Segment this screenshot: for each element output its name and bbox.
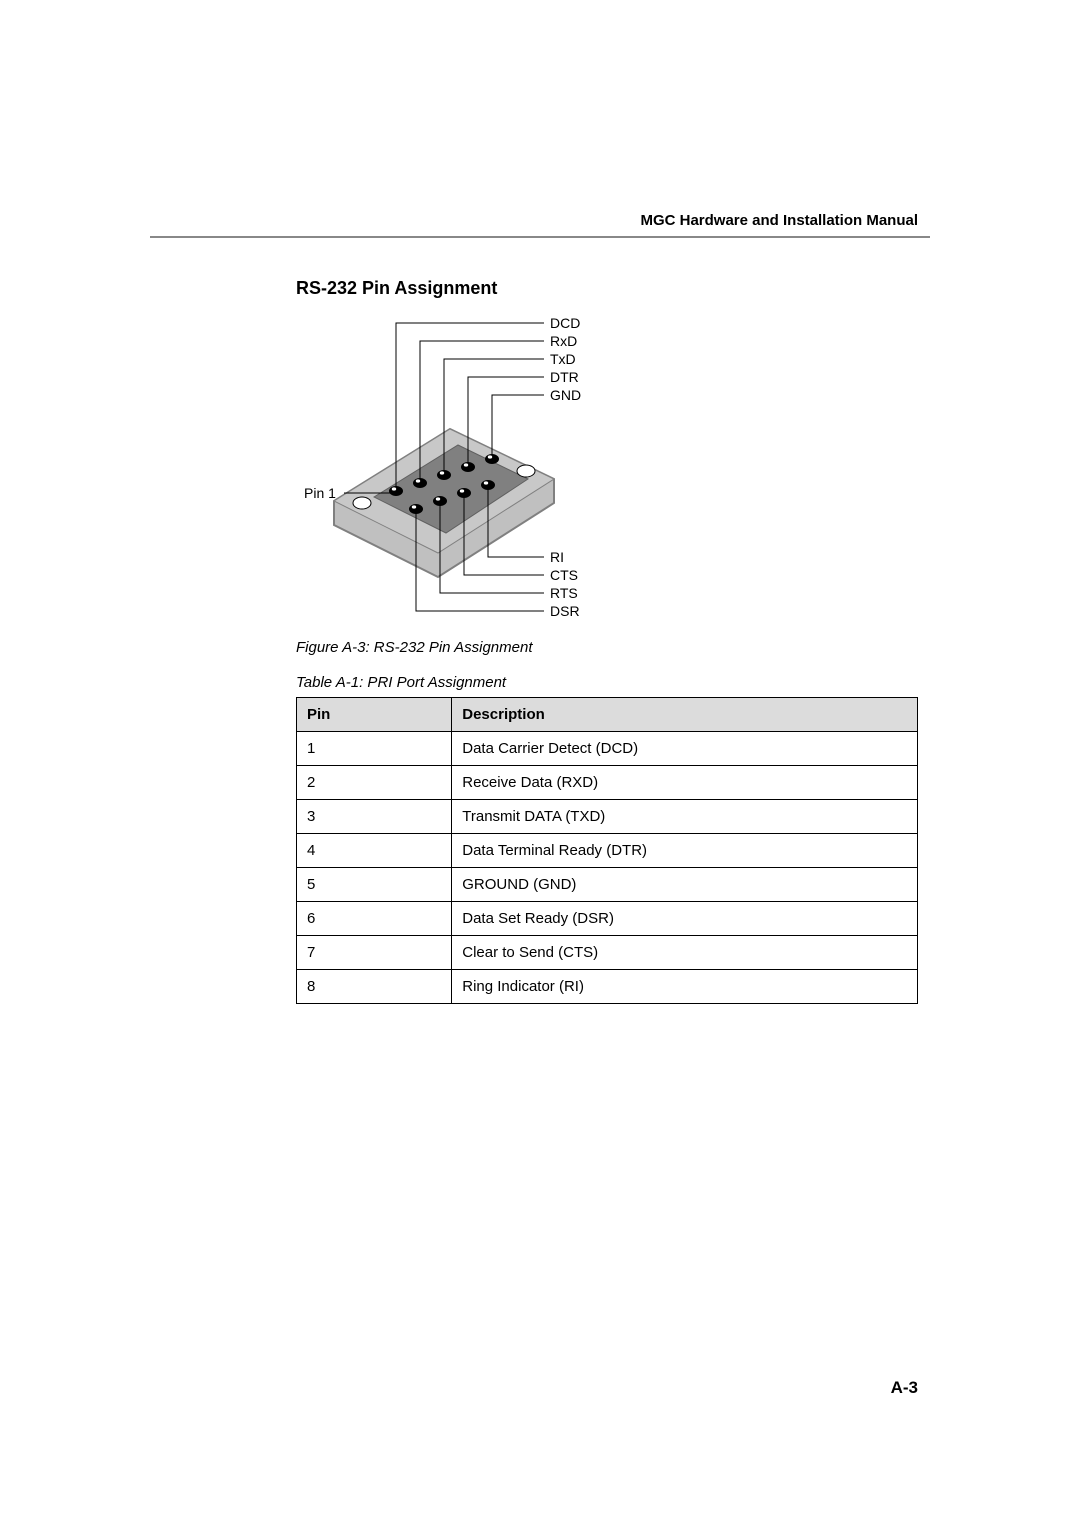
cell-pin: 4: [297, 834, 452, 868]
page-number: A-3: [891, 1378, 918, 1398]
signal-label-cts: CTS: [550, 567, 578, 583]
cell-pin: 3: [297, 800, 452, 834]
figure-caption: Figure A-3: RS-232 Pin Assignment: [296, 639, 918, 656]
signal-label-rts: RTS: [550, 585, 578, 601]
signal-label-dsr: DSR: [550, 603, 580, 619]
cell-pin: 5: [297, 868, 452, 902]
cell-desc: Clear to Send (CTS): [452, 936, 918, 970]
table-caption: Table A-1: PRI Port Assignment: [296, 674, 918, 691]
pin1-label: Pin 1: [304, 485, 336, 501]
cell-desc: Data Carrier Detect (DCD): [452, 732, 918, 766]
mount-hole-right: [517, 465, 535, 477]
cell-pin: 8: [297, 970, 452, 1004]
running-header: MGC Hardware and Installation Manual: [640, 212, 918, 229]
cell-pin: 6: [297, 902, 452, 936]
signal-label-dcd: DCD: [550, 315, 580, 331]
table-row: 6 Data Set Ready (DSR): [297, 902, 918, 936]
col-header-description: Description: [452, 698, 918, 732]
connector-diagram: DCD RxD TxD DTR GND RI CTS RTS DSR: [296, 311, 616, 631]
table-row: 5 GROUND (GND): [297, 868, 918, 902]
col-header-pin: Pin: [297, 698, 452, 732]
mount-hole-left: [353, 497, 371, 509]
cell-desc: GROUND (GND): [452, 868, 918, 902]
cell-desc: Transmit DATA (TXD): [452, 800, 918, 834]
content-area: RS-232 Pin Assignment: [296, 278, 918, 1004]
cell-desc: Data Terminal Ready (DTR): [452, 834, 918, 868]
table-header-row: Pin Description: [297, 698, 918, 732]
table-row: 8 Ring Indicator (RI): [297, 970, 918, 1004]
cell-desc: Receive Data (RXD): [452, 766, 918, 800]
table-row: 3 Transmit DATA (TXD): [297, 800, 918, 834]
signal-label-rxd: RxD: [550, 333, 577, 349]
signal-label-txd: TxD: [550, 351, 576, 367]
signal-label-dtr: DTR: [550, 369, 579, 385]
cell-pin: 2: [297, 766, 452, 800]
page: MGC Hardware and Installation Manual RS-…: [0, 0, 1080, 1528]
signal-label-gnd: GND: [550, 387, 581, 403]
cell-pin: 7: [297, 936, 452, 970]
table-row: 4 Data Terminal Ready (DTR): [297, 834, 918, 868]
header-rule: [150, 236, 930, 238]
cell-desc: Ring Indicator (RI): [452, 970, 918, 1004]
pin-table: Pin Description 1 Data Carrier Detect (D…: [296, 697, 918, 1004]
table-row: 2 Receive Data (RXD): [297, 766, 918, 800]
cell-pin: 1: [297, 732, 452, 766]
table-row: 7 Clear to Send (CTS): [297, 936, 918, 970]
section-title: RS-232 Pin Assignment: [296, 278, 918, 299]
table-row: 1 Data Carrier Detect (DCD): [297, 732, 918, 766]
cell-desc: Data Set Ready (DSR): [452, 902, 918, 936]
signal-label-ri: RI: [550, 549, 564, 565]
